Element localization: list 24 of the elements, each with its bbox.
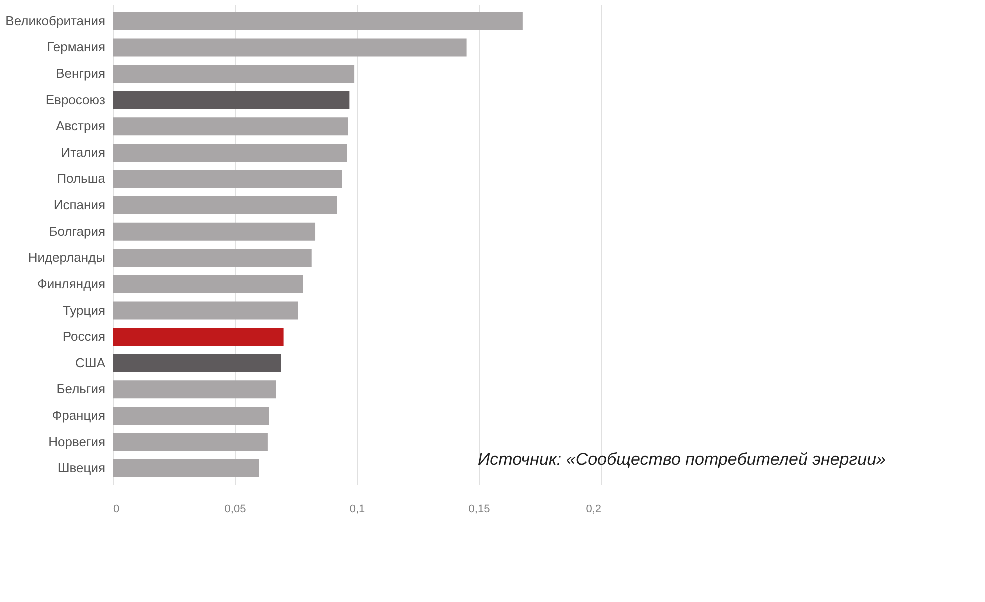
y-tick-label: Испания (54, 198, 106, 213)
y-tick-label: Бельгия (56, 382, 106, 397)
y-tick-label: Нидерланды (28, 250, 106, 266)
y-tick-label: Болгария (49, 224, 106, 239)
y-tick-label: Норвегия (48, 434, 106, 450)
y-tick-label: Венгрия (56, 66, 106, 82)
y-tick-label: Польша (57, 171, 106, 186)
y-tick-label: США (76, 355, 106, 370)
annotation: Источник: «Сообщество потребителей энергии» (478, 450, 886, 469)
y-tick-label: Евросоюз (46, 92, 106, 108)
x-tick-label: 0,2 (586, 504, 602, 516)
y-tick-label: Великобритания (6, 13, 106, 28)
y-tick-label: Италия (61, 144, 106, 160)
y-tick-label: Германия (47, 40, 106, 55)
y-tick-label: Россия (62, 329, 106, 344)
y-tick-label: Турция (62, 302, 106, 318)
x-tick-label: 0,15 (468, 504, 490, 516)
x-tick-label: 0 (114, 504, 120, 516)
y-tick-label: Швеция (58, 460, 106, 476)
y-tick-label: Франция (52, 408, 106, 423)
x-tick-label: 0,05 (224, 504, 246, 516)
x-tick-label: 0,1 (350, 504, 366, 516)
y-tick-label: Финляндия (37, 276, 106, 292)
y-tick-label: Австрия (56, 118, 106, 134)
